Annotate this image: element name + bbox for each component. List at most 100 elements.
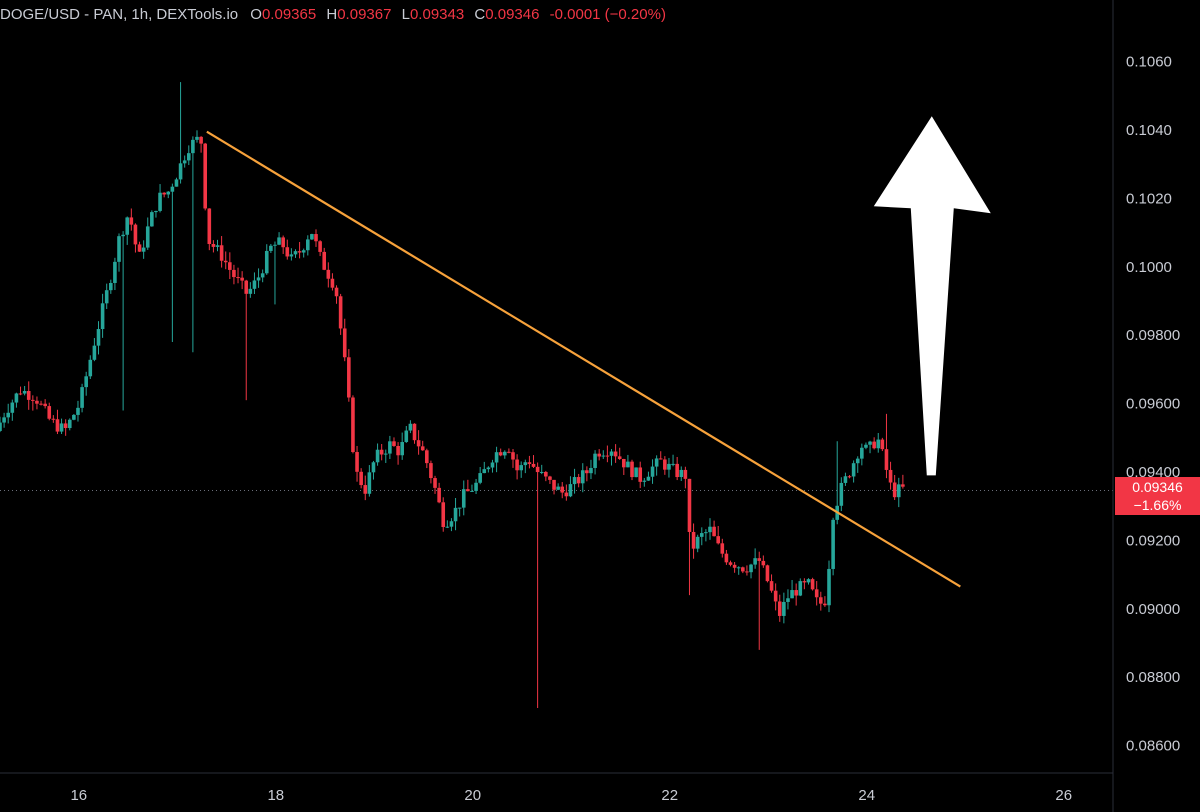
candle-body [519,465,524,471]
candle-body [634,467,638,478]
candle-body [478,473,482,483]
candle-body [892,482,897,498]
candle-body [810,579,815,590]
candle-body [338,296,343,329]
candle-body [457,507,462,509]
candle-body [654,458,659,467]
candle-body [490,462,495,468]
candle-body [855,458,860,464]
candle-body [367,472,372,494]
candle-body [753,558,757,565]
candle-body [0,422,2,431]
high-label: H [326,6,338,23]
candle-body [199,136,203,144]
last-price-value: 0.09346 [1132,479,1183,495]
candle-body [416,440,421,447]
candle-body [289,254,294,257]
candle-body [113,261,117,283]
y-tick-label: 0.1000 [1126,259,1172,276]
candle-body [392,441,396,446]
candle-body [823,603,827,606]
up-arrow-annotation [873,116,991,476]
arrow-layer [873,116,991,476]
candle-body [383,453,388,455]
candle-body [88,359,93,377]
candle-body [736,567,741,569]
candle-body [408,423,413,431]
candle-body [814,589,819,598]
candle-body [137,244,142,252]
candle-body [585,470,589,474]
x-tick-label: 24 [858,787,875,804]
candle-body [248,288,253,294]
candle-body [576,477,581,484]
candle-body [617,456,622,459]
candle-body [314,234,318,242]
candle-body [716,536,720,544]
candle-body [18,393,23,395]
candle-body [896,484,901,498]
candle-body [888,469,893,483]
candle-body [847,476,852,478]
candle-layer [0,82,905,709]
candle-body [712,526,716,537]
candle-body [228,262,232,270]
candle-body [31,399,35,401]
candle-body [125,217,130,235]
candle-body [626,461,630,468]
candle-body [145,226,150,248]
candle-body [121,234,125,237]
candle-body [564,492,569,497]
candle-body [273,244,277,246]
candle-body [511,452,515,460]
candle-body [757,558,762,561]
close-value: 0.09346 [485,6,540,23]
candle-body [182,160,187,164]
candle-body [219,245,224,261]
candle-body [695,536,700,549]
candle-body [129,217,134,225]
candle-body [26,390,31,400]
candle-body [162,192,166,195]
candle-body [675,463,679,478]
candle-body [749,564,753,573]
candle-body [769,581,774,591]
x-tick-label: 18 [267,787,284,804]
candle-body [560,486,565,493]
candle-body [539,471,544,473]
candle-body [724,553,729,563]
candle-body [523,462,528,466]
candle-body [708,526,712,533]
candle-body [55,419,60,432]
candle-body [67,419,72,429]
candle-body [285,247,290,257]
candle-body [728,562,733,565]
candle-body [109,282,113,291]
candle-body [544,471,548,477]
ohlc-legend: DOGE/USD - PAN, 1h, DEXTools.io O0.09365… [0,6,672,23]
candle-body [260,273,265,278]
candle-body [305,239,310,251]
candle-body [597,453,601,457]
y-tick-label: 0.1020 [1126,190,1172,207]
high-value: 0.09367 [337,6,392,23]
candle-body [630,461,634,478]
candle-body [437,487,441,503]
candle-body [47,406,52,419]
candle-body [679,469,684,478]
x-tick-label: 20 [464,787,481,804]
candle-body [818,597,823,604]
candle-body [741,567,745,572]
candle-body [39,403,43,405]
candle-body [851,463,856,477]
candle-body [507,451,511,453]
last-price-change: −1.66% [1133,497,1182,513]
candle-body [556,486,560,490]
candle-body [658,458,663,460]
candle-body [860,447,864,459]
candle-body [691,531,696,549]
candle-body [170,186,175,192]
candle-body [449,521,454,527]
